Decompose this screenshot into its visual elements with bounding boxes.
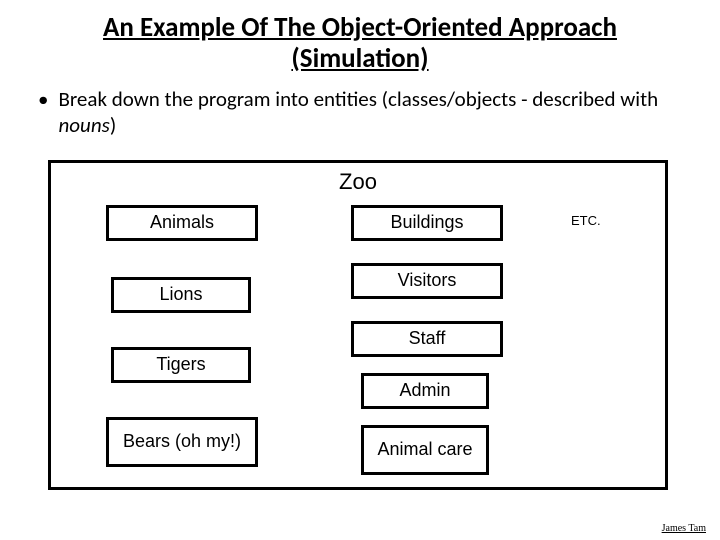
bullet-text: Break down the program into entities (cl… <box>58 86 690 139</box>
box-buildings-label: Buildings <box>390 213 463 233</box>
zoo-label: Zoo <box>51 169 665 195</box>
box-admin: Admin <box>361 373 489 409</box>
box-admin-label: Admin <box>399 381 450 401</box>
box-tigers: Tigers <box>111 347 251 383</box>
box-animals: Animals <box>106 205 258 241</box>
slide-title: An Example Of The Object-Oriented Approa… <box>0 0 720 74</box>
box-staff: Staff <box>351 321 503 357</box>
box-bears-label: Bears (oh my!) <box>123 432 241 452</box>
box-tigers-label: Tigers <box>156 355 205 375</box>
etc-label: ETC. <box>571 213 601 228</box>
box-animalcare-label: Animal care <box>377 440 472 460</box>
bullet-suffix: ) <box>110 112 116 138</box>
box-animalcare: Animal care <box>361 425 489 475</box>
box-buildings: Buildings <box>351 205 503 241</box>
etc-text: ETC. <box>571 213 601 228</box>
box-visitors-label: Visitors <box>398 271 457 291</box>
box-bears: Bears (oh my!) <box>106 417 258 467</box>
box-animals-label: Animals <box>150 213 214 233</box>
box-lions: Lions <box>111 277 251 313</box>
box-visitors: Visitors <box>351 263 503 299</box>
bullet-italic: nouns <box>58 112 109 138</box>
bullet-prefix: Break down the program into entities (cl… <box>58 86 658 112</box>
bullet-item: • Break down the program into entities (… <box>38 86 690 139</box>
author-footer: James Tam <box>662 523 706 534</box>
bullet-list: • Break down the program into entities (… <box>0 74 720 139</box>
box-staff-label: Staff <box>409 329 446 349</box>
box-lions-label: Lions <box>159 285 202 305</box>
bullet-marker: • <box>38 86 48 139</box>
zoo-container-box: Zoo Animals Lions Tigers Bears (oh my!) … <box>48 160 668 490</box>
